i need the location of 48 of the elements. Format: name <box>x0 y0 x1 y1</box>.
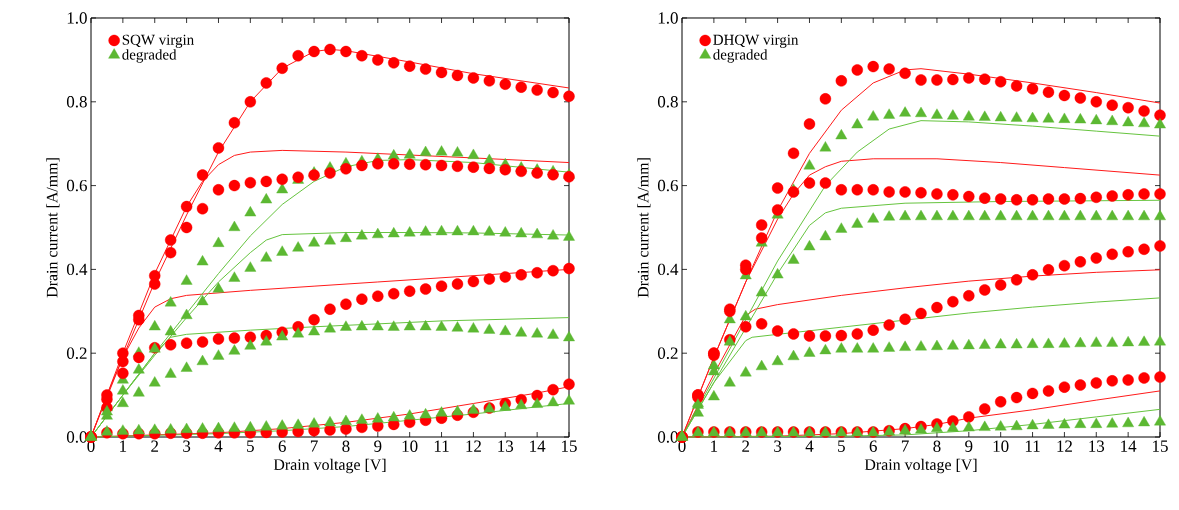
y-tick-label: 1.0 <box>67 12 87 24</box>
y-tick-label: 0.8 <box>657 96 678 108</box>
x-tick-label: 2 <box>151 440 159 452</box>
x-tick-label: 8 <box>342 440 350 452</box>
y-tick-label: 0.2 <box>657 347 678 359</box>
x-tick-label: 10 <box>993 440 1009 452</box>
legend-label: SQW virgin <box>122 34 194 48</box>
x-tick-label: 11 <box>434 440 449 452</box>
y-tick-label: 0.6 <box>66 179 87 192</box>
x-tick-label: 1 <box>120 440 127 452</box>
x-tick-label: 6 <box>278 440 286 452</box>
x-tick-label: 7 <box>310 440 318 452</box>
x-tick-label: 9 <box>374 440 382 452</box>
y-axis-title: Drain current [A/mm] <box>637 158 651 298</box>
y-axis-title: Drain current [A/mm] <box>46 158 60 298</box>
x-tick-label: 12 <box>1057 440 1072 452</box>
x-axis-title: Drain voltage [V] <box>864 458 977 474</box>
x-tick-label: 4 <box>805 440 814 452</box>
x-tick-label: 14 <box>530 440 546 452</box>
legend-label: degraded <box>122 49 177 63</box>
y-tick-label: 1.0 <box>658 12 678 24</box>
x-tick-label: 2 <box>742 440 750 452</box>
x-tick-label: 13 <box>1089 440 1105 452</box>
x-tick-label: 13 <box>498 440 514 452</box>
x-tick-label: 1 <box>711 440 718 452</box>
x-tick-label: 15 <box>1153 440 1168 452</box>
x-tick-label: 7 <box>901 440 909 452</box>
x-tick-label: 11 <box>1025 440 1040 452</box>
y-tick-label: 0.2 <box>66 347 87 359</box>
y-tick-label: 0.8 <box>66 96 87 108</box>
x-tick-label: 4 <box>214 440 223 452</box>
y-tick-label: 0.4 <box>66 263 88 276</box>
x-axis-title: Drain voltage [V] <box>273 458 386 474</box>
y-tick-label: 0.6 <box>657 179 678 192</box>
x-tick-label: 14 <box>1121 440 1137 452</box>
x-tick-label: 6 <box>869 440 877 452</box>
x-tick-label: 5 <box>838 440 845 452</box>
x-tick-label: 3 <box>183 440 191 452</box>
x-tick-label: 12 <box>466 440 481 452</box>
x-tick-label: 10 <box>402 440 418 452</box>
x-tick-label: 15 <box>562 440 577 452</box>
x-tick-label: 5 <box>247 440 254 452</box>
legend-label: degraded <box>713 49 768 63</box>
y-tick-label: 0.4 <box>657 263 679 276</box>
legend-label: DHQW virgin <box>713 34 799 48</box>
x-tick-label: 8 <box>933 440 941 452</box>
x-tick-label: 9 <box>965 440 973 452</box>
x-tick-label: 3 <box>774 440 782 452</box>
